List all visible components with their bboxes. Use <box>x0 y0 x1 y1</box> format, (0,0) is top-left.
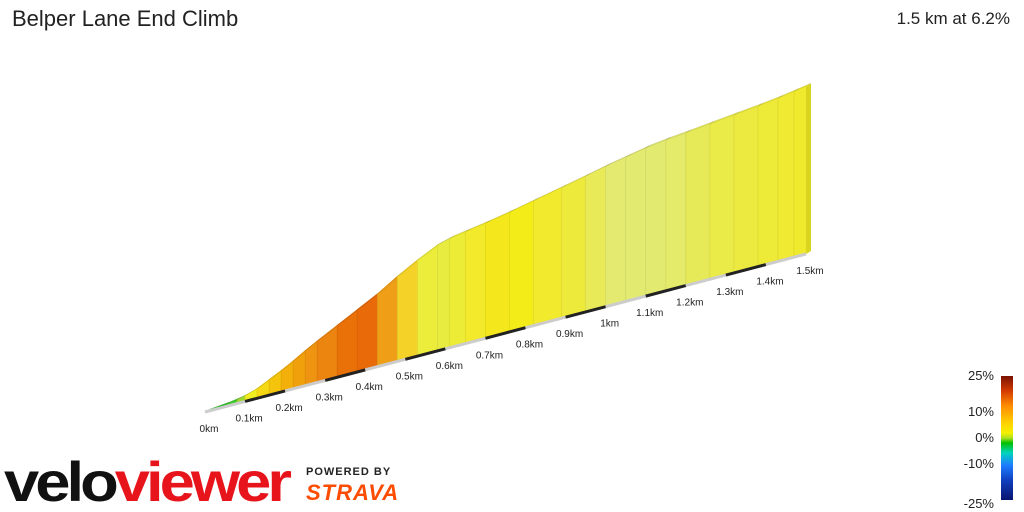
x-axis-segment <box>765 252 807 266</box>
profile-segment <box>709 114 735 280</box>
x-tick-label: 1.4km <box>756 277 783 288</box>
profile-segment <box>437 238 450 352</box>
profile-segment <box>304 340 318 387</box>
profile-end-face <box>806 83 811 254</box>
profile-segment <box>645 139 667 297</box>
profile-segment <box>465 222 486 344</box>
x-tick-label: 0.3km <box>316 392 343 403</box>
legend-label-max: 25% <box>967 368 994 383</box>
x-tick-label: 0.6km <box>436 361 463 372</box>
page-title: Belper Lane End Climb <box>12 6 239 31</box>
profile-segment <box>561 175 586 319</box>
x-tick-label: 0km <box>200 424 219 435</box>
profile-segment <box>397 259 418 362</box>
x-tick-label: 1.5km <box>796 266 823 277</box>
profile-segment <box>793 85 807 258</box>
x-tick-label: 0.9km <box>556 329 583 340</box>
gradient-color-bar <box>1001 376 1013 500</box>
profile-segment <box>665 132 687 292</box>
x-tick-label: 1.3km <box>716 287 743 298</box>
x-axis-segment <box>485 326 526 340</box>
x-axis-segment <box>244 389 286 403</box>
profile-segment <box>449 231 466 349</box>
x-axis-segment <box>565 305 607 319</box>
x-tick-label: 0.7km <box>476 350 503 361</box>
profile-segment <box>625 147 647 302</box>
x-axis-segment <box>204 400 246 414</box>
profile-segment <box>336 308 358 378</box>
x-tick-label: 1.2km <box>676 298 703 309</box>
legend-label-high: 10% <box>967 404 994 419</box>
strava-logo: STRAVA <box>306 480 400 505</box>
x-tick-label: 0.5km <box>396 371 423 382</box>
x-tick-label: 0.1km <box>235 413 262 424</box>
x-tick-label: 1.1km <box>636 308 663 319</box>
gradient-color-legend: 25% 10% 0% -10% -25% <box>940 368 1024 512</box>
x-axis-segment <box>324 368 366 382</box>
legend-label-min: -25% <box>963 496 994 511</box>
veloviewer-logo: velo viewer <box>4 452 294 512</box>
profile-segment <box>685 123 711 286</box>
x-axis-segment <box>645 284 687 298</box>
x-axis-segment <box>284 378 326 393</box>
profile-segment <box>757 97 779 268</box>
legend-label-low: -10% <box>963 456 994 471</box>
x-axis-segment <box>364 357 406 372</box>
x-axis-segment <box>685 273 727 288</box>
x-tick-label: 0.2km <box>276 403 303 414</box>
profile-segment <box>533 187 562 327</box>
profile-segment <box>509 200 534 333</box>
x-tick-label: 1km <box>600 319 619 330</box>
profile-segment <box>485 211 510 339</box>
legend-label-zero: 0% <box>975 430 994 445</box>
climb-summary: 1.5 km at 6.2% <box>896 9 1010 28</box>
x-axis-segment <box>445 336 486 351</box>
x-axis-segment <box>605 294 647 309</box>
profile-segment <box>777 90 795 262</box>
profile-segment <box>376 275 398 368</box>
profile-segment <box>605 156 627 308</box>
profile-segment <box>417 244 438 357</box>
profile-segment <box>733 105 759 274</box>
profile-segment <box>585 165 606 313</box>
x-tick-label: 0.8km <box>516 340 543 351</box>
profile-segment <box>356 293 378 373</box>
x-axis-segment <box>404 347 446 361</box>
powered-by-label: POWERED BY <box>306 466 392 478</box>
x-tick-label: 0.4km <box>356 382 383 393</box>
x-axis-segment <box>725 263 767 277</box>
x-axis-segment <box>525 315 566 330</box>
